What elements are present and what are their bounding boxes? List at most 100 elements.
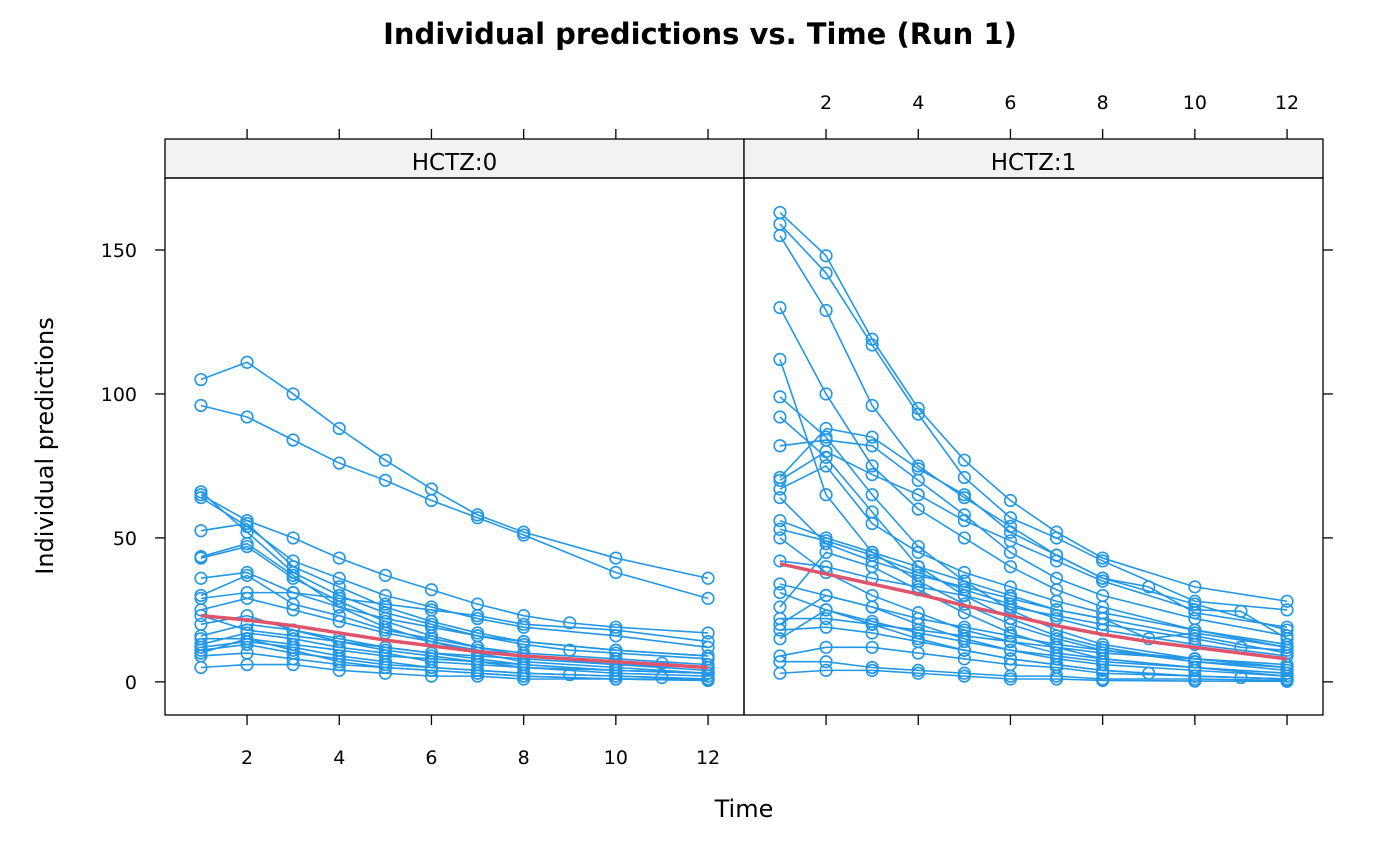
data-point	[957, 669, 971, 683]
data-point	[1280, 623, 1294, 637]
data-point	[240, 355, 254, 369]
data-point	[1003, 626, 1018, 640]
data-point	[773, 554, 787, 568]
data-point	[1096, 574, 1110, 588]
x-tick-label: 2	[241, 747, 253, 769]
data-layer	[773, 205, 1294, 688]
data-point	[819, 421, 833, 436]
data-point	[424, 493, 439, 508]
series-line	[779, 464, 1288, 649]
data-point	[332, 421, 346, 436]
data-point	[1188, 632, 1202, 646]
data-point	[1003, 643, 1018, 657]
data-point	[865, 600, 879, 614]
data-point	[1096, 617, 1110, 631]
data-point	[773, 410, 787, 424]
series-line	[779, 591, 1288, 675]
data-point	[865, 560, 879, 574]
data-point	[773, 666, 787, 680]
data-point	[911, 666, 925, 680]
series-line	[200, 404, 709, 600]
data-point	[911, 565, 925, 580]
series	[194, 355, 715, 585]
series-line	[779, 560, 1288, 652]
data-point	[240, 410, 254, 424]
data-point	[1049, 594, 1064, 608]
data-point	[1003, 600, 1018, 614]
data-point	[819, 611, 833, 626]
data-point	[378, 597, 392, 611]
series-line	[779, 551, 1288, 677]
data-point	[819, 655, 833, 669]
y-tick-label: 100	[101, 384, 137, 406]
data-point	[240, 568, 254, 582]
data-point	[609, 565, 623, 580]
x-tick-label: 6	[1004, 92, 1016, 114]
data-point	[470, 511, 485, 525]
data-point	[1003, 493, 1018, 508]
data-point	[1280, 594, 1294, 608]
data-point	[819, 266, 833, 280]
data-point	[1188, 580, 1202, 594]
data-point	[470, 669, 485, 683]
series-line	[200, 632, 709, 677]
series	[773, 514, 1294, 654]
x-tick-label: 4	[912, 92, 924, 114]
data-point	[865, 488, 879, 502]
data-point	[286, 568, 300, 582]
series-line	[779, 617, 1288, 666]
series-line	[200, 643, 709, 680]
data-point	[1142, 580, 1156, 594]
data-point	[1280, 603, 1294, 617]
data-point	[240, 632, 254, 646]
data-point	[1280, 643, 1294, 657]
data-point	[1234, 604, 1248, 618]
data-point	[1188, 674, 1202, 688]
data-point	[424, 669, 439, 683]
data-point	[286, 643, 300, 657]
data-point	[332, 591, 346, 605]
series-line	[779, 427, 1288, 631]
data-point	[957, 514, 971, 528]
data-point	[609, 623, 623, 637]
data-point	[378, 666, 392, 680]
data-point	[957, 488, 971, 502]
data-point	[819, 620, 833, 634]
data-point	[378, 568, 392, 582]
data-point	[424, 603, 439, 617]
series-line	[779, 660, 1288, 682]
data-point	[819, 663, 833, 677]
x-axis-label: Time	[714, 795, 774, 823]
data-point	[332, 571, 346, 585]
data-point	[286, 658, 300, 672]
data-point	[1003, 634, 1018, 649]
strip-label: HCTZ:1	[991, 150, 1077, 176]
data-point	[517, 528, 531, 542]
data-point	[865, 430, 879, 444]
data-point	[1049, 609, 1064, 623]
chart-title: Individual predictions vs. Time (Run 1)	[383, 17, 1017, 51]
series-line	[779, 396, 1288, 669]
data-point	[865, 626, 879, 640]
data-point	[286, 433, 300, 447]
data-point	[911, 502, 925, 516]
data-point	[819, 640, 833, 654]
data-point	[865, 663, 879, 677]
data-point	[773, 586, 787, 600]
series	[194, 516, 715, 663]
series-line	[200, 571, 709, 660]
series-line	[200, 663, 709, 682]
series-line	[200, 494, 709, 634]
data-point	[773, 632, 787, 646]
x-tick-label: 12	[696, 747, 720, 769]
data-point	[819, 459, 833, 473]
series	[194, 398, 715, 605]
smooth-line	[779, 562, 1288, 661]
data-point	[1096, 588, 1110, 603]
series-line	[779, 646, 1288, 680]
data-point	[194, 524, 208, 538]
data-layer	[194, 355, 715, 688]
data-point	[1003, 511, 1018, 525]
data-point	[286, 387, 300, 401]
data-point	[911, 632, 925, 646]
